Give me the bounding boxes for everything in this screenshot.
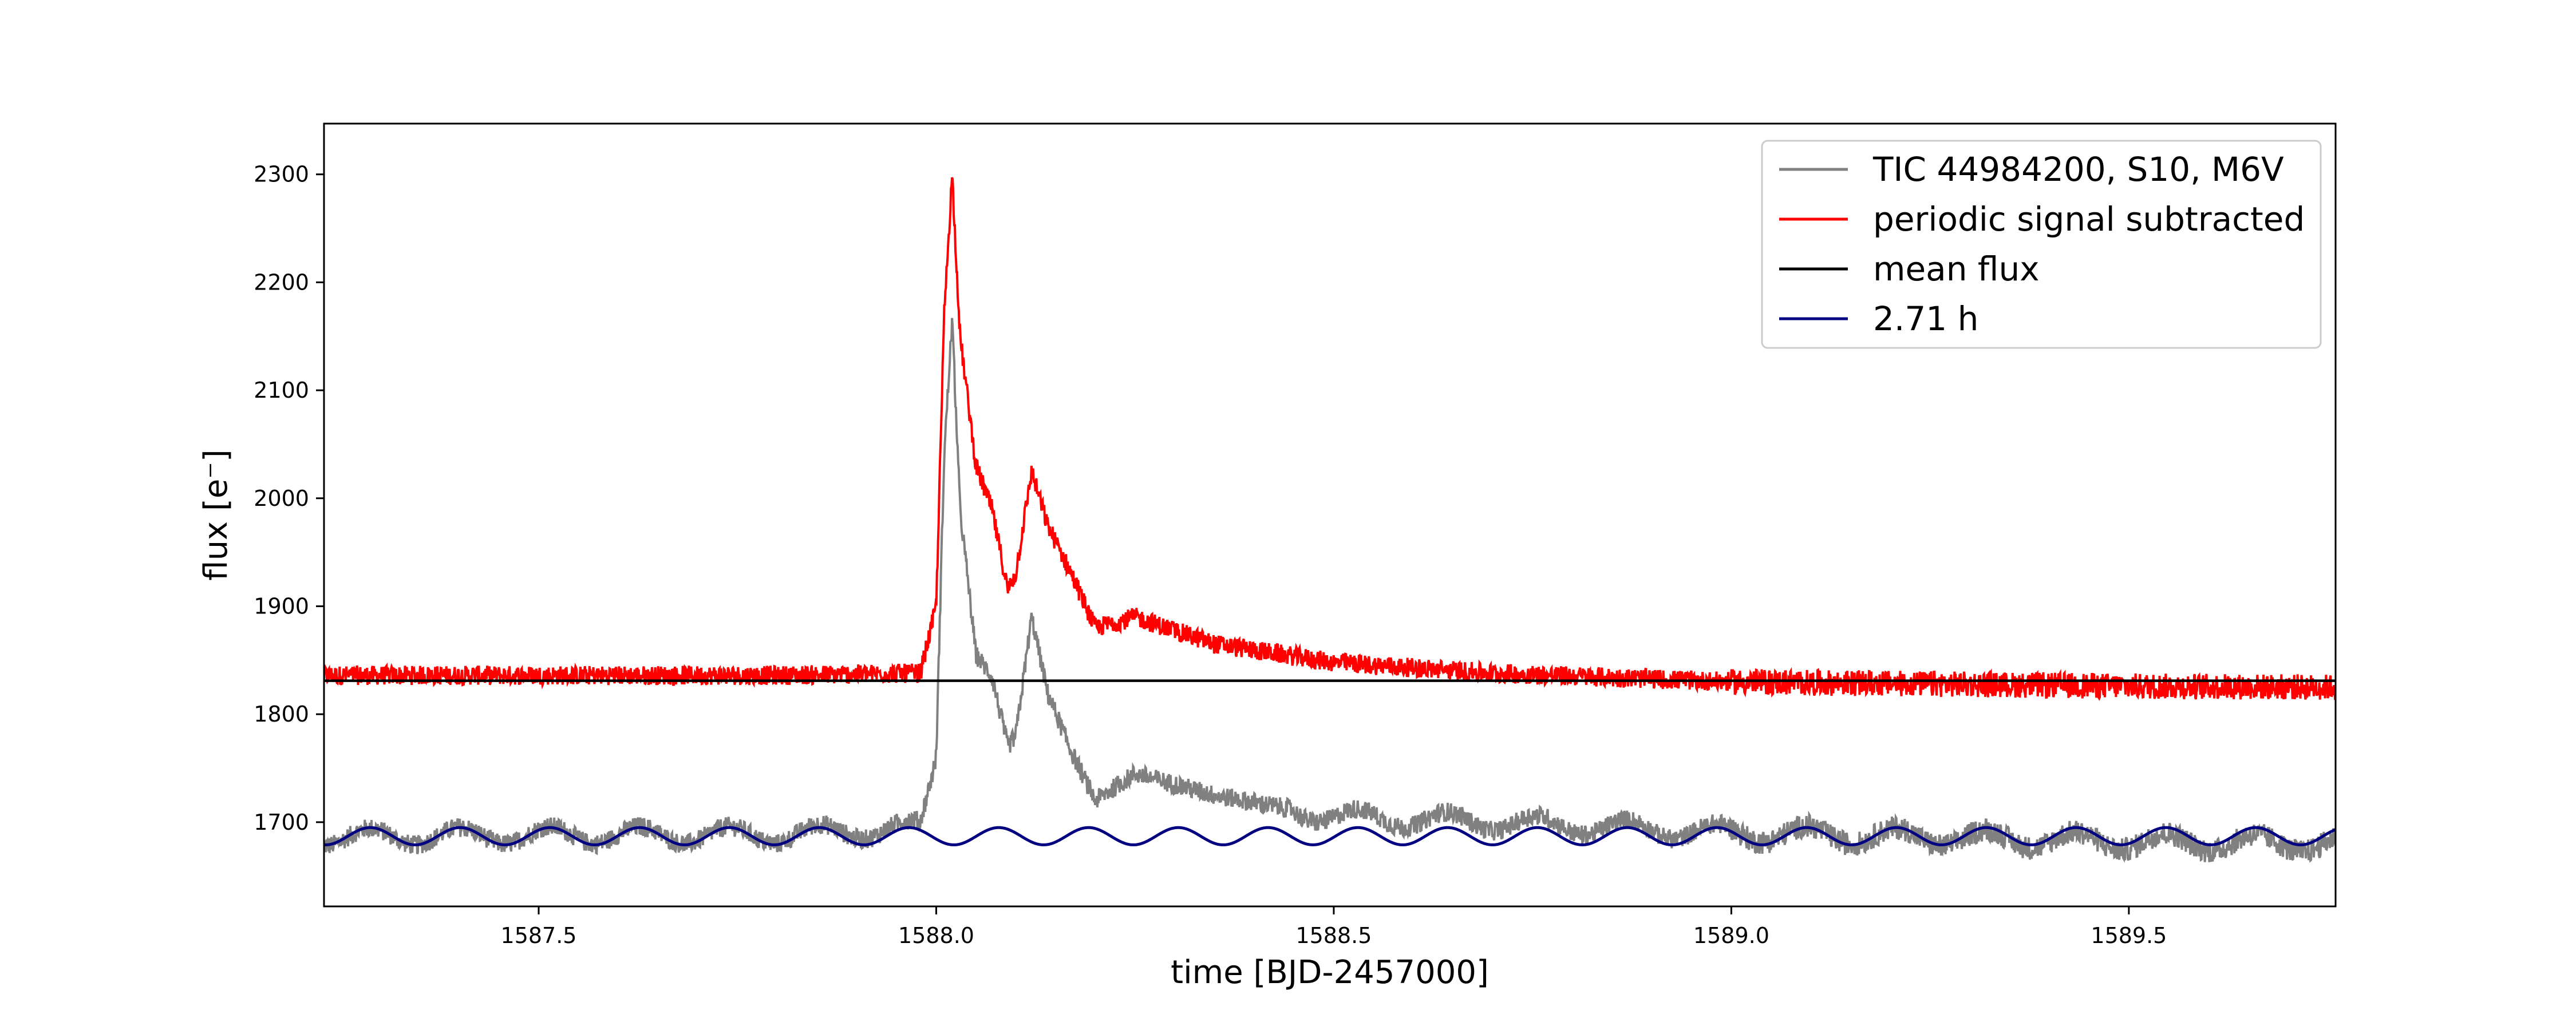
x-tick-label: 1589.5 bbox=[2091, 923, 2167, 948]
y-tick-label: 1800 bbox=[254, 702, 309, 727]
series-line-periodic-signal-subtracted bbox=[324, 177, 2336, 701]
x-tick-label: 1588.5 bbox=[1295, 923, 1372, 948]
x-tick-label: 1587.5 bbox=[501, 923, 577, 948]
plot-frame bbox=[323, 122, 2337, 908]
legend-box bbox=[1761, 140, 2322, 349]
y-tick-label: 2000 bbox=[254, 486, 309, 511]
x-axis: 1587.5 1588.0 1588.5 1589.0 1589.5 bbox=[501, 906, 2167, 948]
y-tick-label: 2100 bbox=[254, 378, 309, 403]
y-axis: 1700 1800 1900 2000 2100 2200 2300 bbox=[254, 162, 324, 835]
y-tick-label: 2200 bbox=[254, 270, 309, 295]
series-line-2-71-h bbox=[324, 826, 2336, 846]
y-axis-title: flux [e⁻] bbox=[197, 449, 235, 580]
x-tick-label: 1589.0 bbox=[1693, 923, 1769, 948]
series-line-tic-44984200 bbox=[324, 318, 2336, 863]
legend-label: TIC 44984200, S10, M6V bbox=[1872, 150, 2284, 189]
y-tick-label: 1900 bbox=[254, 593, 309, 619]
y-tick-label: 1700 bbox=[254, 810, 309, 835]
series-layer bbox=[324, 177, 2336, 863]
legend: TIC 44984200, S10, M6V periodic signal su… bbox=[1761, 140, 2322, 349]
legend-label: periodic signal subtracted bbox=[1873, 200, 2305, 239]
legend-label: 2.71 h bbox=[1873, 299, 1978, 338]
legend-label: mean flux bbox=[1873, 249, 2040, 288]
y-tick-label: 2300 bbox=[254, 162, 309, 187]
x-tick-label: 1588.0 bbox=[898, 923, 974, 948]
x-axis-title: time [BJD-2457000] bbox=[1171, 954, 1489, 991]
